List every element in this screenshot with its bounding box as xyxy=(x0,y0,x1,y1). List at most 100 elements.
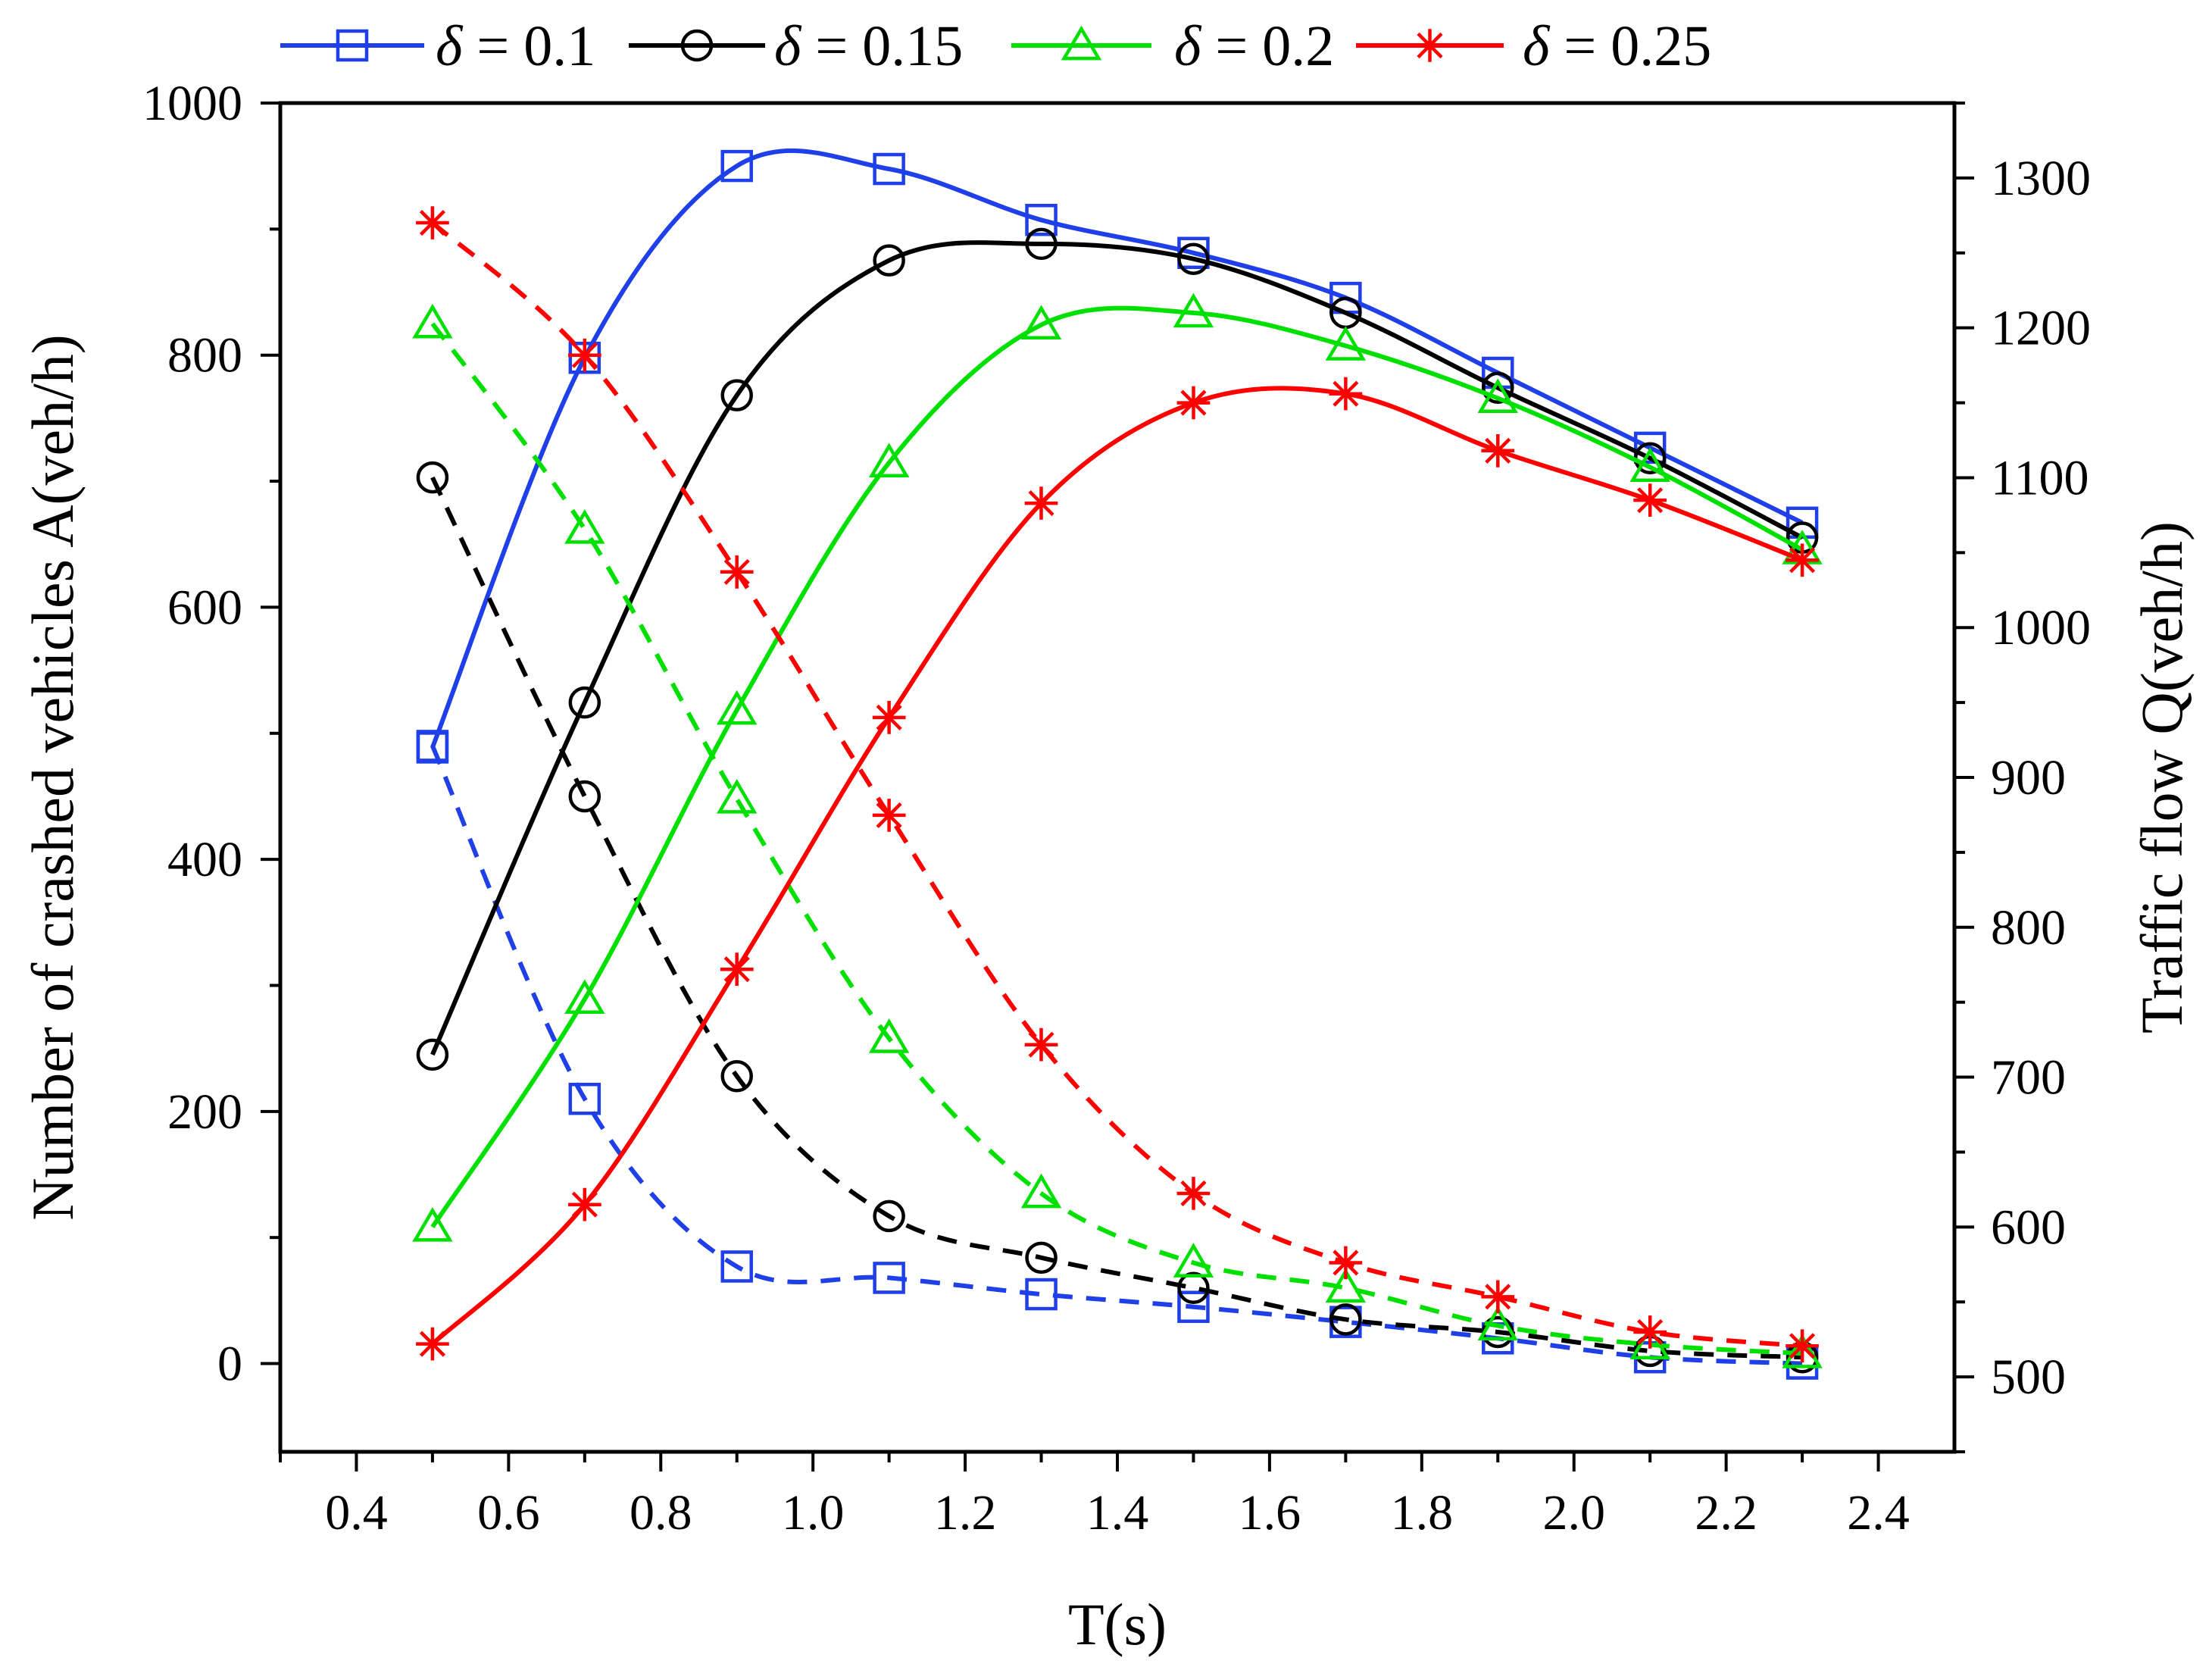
traffic-flow-point xyxy=(1633,431,1667,464)
crashed-vehicles-point xyxy=(1633,1315,1667,1349)
series-square xyxy=(416,149,1819,1380)
traffic-flow-point xyxy=(1481,434,1515,468)
legend: δ = 0.1 δ = 0.15 δ = 0.2 δ = 0.25 xyxy=(280,14,1711,78)
y-right-tick-label: 700 xyxy=(1991,1050,2066,1106)
legend-marker xyxy=(1061,25,1102,61)
traffic-flow-point xyxy=(416,1038,449,1071)
traffic-flow-point xyxy=(568,686,601,719)
traffic-flow-line xyxy=(430,305,1804,1228)
crashed-vehicles-point xyxy=(1325,1268,1367,1303)
x-tick-label: 1.6 xyxy=(1239,1485,1301,1540)
traffic-flow-point xyxy=(564,979,605,1015)
x-tick-label: 2.4 xyxy=(1847,1485,1910,1540)
legend-item-delta-0.2: δ = 0.2 xyxy=(1011,14,1334,78)
x-axis: 0.4 0.6 0.8 1.0 1.2 1.4 1.6 1.8 2.0 2.2 2.4 xyxy=(279,1452,1910,1540)
traffic-flow-line xyxy=(430,240,1804,1056)
crashed-vehicles-point xyxy=(416,730,449,762)
crashed-vehicles-point xyxy=(1329,1303,1362,1336)
y-left-tick-label: 400 xyxy=(167,832,242,887)
crashed-vehicles-point xyxy=(564,508,605,544)
crashed-vehicles-point xyxy=(720,1250,753,1283)
y-axis-left-title: Number of crashed vehicles A(veh/h) xyxy=(20,334,86,1221)
crashed-vehicles-point xyxy=(1176,1177,1211,1210)
y-left-tick-label: 0 xyxy=(217,1337,242,1392)
legend-item-delta-0.1: δ = 0.1 xyxy=(280,14,595,78)
series-star xyxy=(416,206,1819,1363)
crashed-vehicles-point xyxy=(1329,1246,1363,1280)
crashed-vehicles-point xyxy=(1786,1329,1819,1363)
traffic-flow-point xyxy=(1325,326,1367,361)
crashed-vehicles-line xyxy=(430,322,1803,1356)
y-left-tick-label: 800 xyxy=(167,328,242,383)
crashed-vehicles-line xyxy=(430,745,1803,1366)
traffic-flow-point xyxy=(1025,227,1058,261)
crashed-vehicles-point xyxy=(1020,1173,1062,1209)
y-axis-right-title: Traffic flow Q(veh/h) xyxy=(2129,521,2195,1034)
traffic-flow-point xyxy=(412,1207,453,1242)
crashed-vehicles-point xyxy=(717,778,758,814)
y-right-tick-label: 800 xyxy=(1991,900,2066,955)
crashed-vehicles-point xyxy=(872,799,906,832)
traffic-flow-point xyxy=(873,152,905,186)
traffic-flow-point xyxy=(1482,371,1514,405)
crashed-vehicles-point xyxy=(868,1018,910,1053)
x-tick-label: 1.8 xyxy=(1391,1485,1454,1540)
legend-marker xyxy=(336,29,369,62)
traffic-flow-point xyxy=(1786,543,1819,577)
y-right-tick-label: 600 xyxy=(1991,1199,2066,1255)
crashed-vehicles-point xyxy=(873,1199,905,1233)
traffic-flow-point xyxy=(568,1187,601,1221)
crashed-vehicles-point xyxy=(412,303,453,339)
y-right-tick-label: 1300 xyxy=(1991,151,2091,206)
crashed-vehicles-point xyxy=(1782,1333,1823,1368)
traffic-flow-point xyxy=(720,149,753,183)
legend-marker xyxy=(680,29,714,62)
legend-marker-square xyxy=(336,29,369,62)
traffic-flow-point xyxy=(873,244,905,277)
traffic-flow-point xyxy=(1329,377,1363,411)
crashed-vehicles-point xyxy=(873,1262,905,1294)
traffic-flow-point xyxy=(872,701,906,734)
legend-marker-star xyxy=(1413,29,1447,62)
legend-label-delta-0.2: δ = 0.2 xyxy=(1174,14,1334,78)
x-tick-label: 1.0 xyxy=(782,1485,845,1540)
crashed-vehicles-point xyxy=(568,338,601,372)
x-tick-label: 0.4 xyxy=(325,1485,388,1540)
traffic-flow-point xyxy=(1025,204,1058,236)
crashed-vehicles-point xyxy=(720,555,754,589)
traffic-flow-point xyxy=(1024,486,1058,520)
traffic-flow-line xyxy=(430,386,1804,1346)
traffic-flow-point xyxy=(1477,378,1518,413)
legend-item-delta-0.15: δ = 0.15 xyxy=(629,14,963,78)
y-left-tick-label: 200 xyxy=(167,1084,242,1140)
series-layer xyxy=(412,149,1823,1380)
traffic-flow-point xyxy=(720,952,754,986)
traffic-flow-point xyxy=(720,379,753,411)
crashed-vehicles-point xyxy=(568,1082,601,1115)
y-axis-right: 500 600 700 800 900 1000 1100 1200 1300 xyxy=(1954,102,2091,1453)
traffic-flow-point xyxy=(1173,292,1214,328)
crashed-vehicles-point xyxy=(1177,1271,1210,1304)
plot-frame xyxy=(278,101,1957,1454)
legend-item-delta-0.25: δ = 0.25 xyxy=(1356,14,1711,78)
legend-marker-circle xyxy=(680,29,714,62)
y-right-tick-label: 1200 xyxy=(1991,301,2091,356)
crashed-vehicles-point xyxy=(1025,1278,1058,1311)
legend-label-delta-0.1: δ = 0.1 xyxy=(436,14,595,78)
y-right-tick-label: 500 xyxy=(1991,1350,2066,1405)
crashed-vehicles-point xyxy=(1481,1280,1515,1314)
y-left-tick-label: 600 xyxy=(167,580,242,635)
traffic-flow-point xyxy=(1633,483,1667,517)
traffic-flow-point xyxy=(1629,447,1670,482)
y-axis-left: 0 200 400 600 800 1000 xyxy=(142,76,280,1392)
crashed-vehicles-point xyxy=(568,780,601,813)
legend-marker-triangle xyxy=(1061,25,1102,61)
traffic-flow-line xyxy=(430,149,1804,749)
crashed-vehicles-point xyxy=(1025,1241,1058,1274)
series-triangle xyxy=(412,292,1823,1368)
x-tick-label: 1.2 xyxy=(934,1485,997,1540)
y-left-tick-label: 1000 xyxy=(142,76,242,131)
x-axis-title: T(s) xyxy=(1068,1591,1167,1657)
x-tick-label: 2.2 xyxy=(1695,1485,1757,1540)
